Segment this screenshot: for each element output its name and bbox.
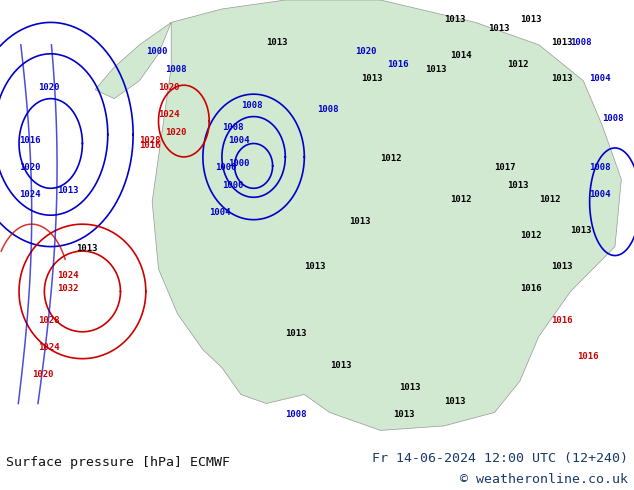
Text: 1013: 1013	[444, 15, 465, 24]
Text: 1013: 1013	[520, 15, 541, 24]
Text: 1020: 1020	[32, 369, 53, 379]
Text: 1017: 1017	[495, 163, 516, 172]
Text: 1016: 1016	[520, 284, 541, 294]
Text: 1024: 1024	[158, 110, 180, 119]
Text: 1016: 1016	[387, 60, 408, 69]
Text: 1013: 1013	[349, 217, 370, 226]
Text: 1013: 1013	[266, 38, 288, 47]
Text: 1000: 1000	[146, 47, 167, 56]
Text: 1013: 1013	[361, 74, 383, 83]
Text: 1008: 1008	[317, 105, 339, 114]
Text: 1012: 1012	[520, 231, 541, 240]
Text: Fr 14-06-2024 12:00 UTC (12+240): Fr 14-06-2024 12:00 UTC (12+240)	[372, 452, 628, 466]
Text: 1000: 1000	[222, 181, 243, 190]
Text: 1004: 1004	[209, 208, 231, 217]
Text: 1000: 1000	[228, 159, 250, 168]
Text: 1008: 1008	[590, 163, 611, 172]
Text: 1016: 1016	[139, 141, 161, 150]
Text: 1016: 1016	[577, 352, 598, 361]
Text: 1013: 1013	[330, 361, 351, 369]
Text: 1008: 1008	[571, 38, 592, 47]
Text: 1020: 1020	[165, 127, 186, 137]
Text: 1020: 1020	[158, 83, 180, 92]
Text: 1012: 1012	[507, 60, 529, 69]
Text: 1013: 1013	[399, 383, 421, 392]
Text: 1013: 1013	[507, 181, 529, 190]
Text: 1013: 1013	[552, 74, 573, 83]
Text: 1020: 1020	[38, 83, 60, 92]
Text: 1004: 1004	[228, 137, 250, 146]
Text: 1008: 1008	[165, 65, 186, 74]
Text: 1020: 1020	[355, 47, 377, 56]
Text: 1016: 1016	[19, 137, 41, 146]
Text: 1013: 1013	[552, 262, 573, 271]
Text: 1014: 1014	[450, 51, 472, 60]
Text: 1013: 1013	[552, 38, 573, 47]
Text: 1013: 1013	[571, 226, 592, 235]
Text: 1012: 1012	[539, 195, 560, 204]
Text: 1008: 1008	[241, 100, 262, 110]
Text: 1020: 1020	[19, 163, 41, 172]
Text: 1013: 1013	[304, 262, 326, 271]
Text: 1013: 1013	[393, 410, 415, 419]
Text: 1000: 1000	[216, 163, 237, 172]
Text: 1012: 1012	[380, 154, 402, 163]
Text: 1008: 1008	[285, 410, 307, 419]
Text: 1008: 1008	[222, 123, 243, 132]
Text: 1012: 1012	[450, 195, 472, 204]
Text: 1028: 1028	[139, 137, 161, 146]
Text: 1013: 1013	[285, 329, 307, 338]
Text: 1013: 1013	[425, 65, 446, 74]
Text: 1024: 1024	[38, 343, 60, 352]
Text: 1004: 1004	[590, 74, 611, 83]
Text: 1024: 1024	[19, 190, 41, 199]
Text: 1004: 1004	[590, 190, 611, 199]
Text: 1013: 1013	[444, 396, 465, 406]
Text: Surface pressure [hPa] ECMWF: Surface pressure [hPa] ECMWF	[6, 456, 230, 469]
Polygon shape	[152, 0, 621, 430]
Text: 1008: 1008	[602, 114, 624, 123]
Text: 1013: 1013	[488, 24, 510, 33]
Text: 1024: 1024	[57, 271, 79, 280]
Text: 1016: 1016	[552, 316, 573, 325]
Text: 1028: 1028	[38, 316, 60, 325]
Text: 1013: 1013	[76, 244, 98, 253]
Text: 1032: 1032	[57, 284, 79, 294]
Text: 1013: 1013	[57, 186, 79, 195]
Polygon shape	[95, 23, 171, 98]
Text: © weatheronline.co.uk: © weatheronline.co.uk	[460, 473, 628, 486]
